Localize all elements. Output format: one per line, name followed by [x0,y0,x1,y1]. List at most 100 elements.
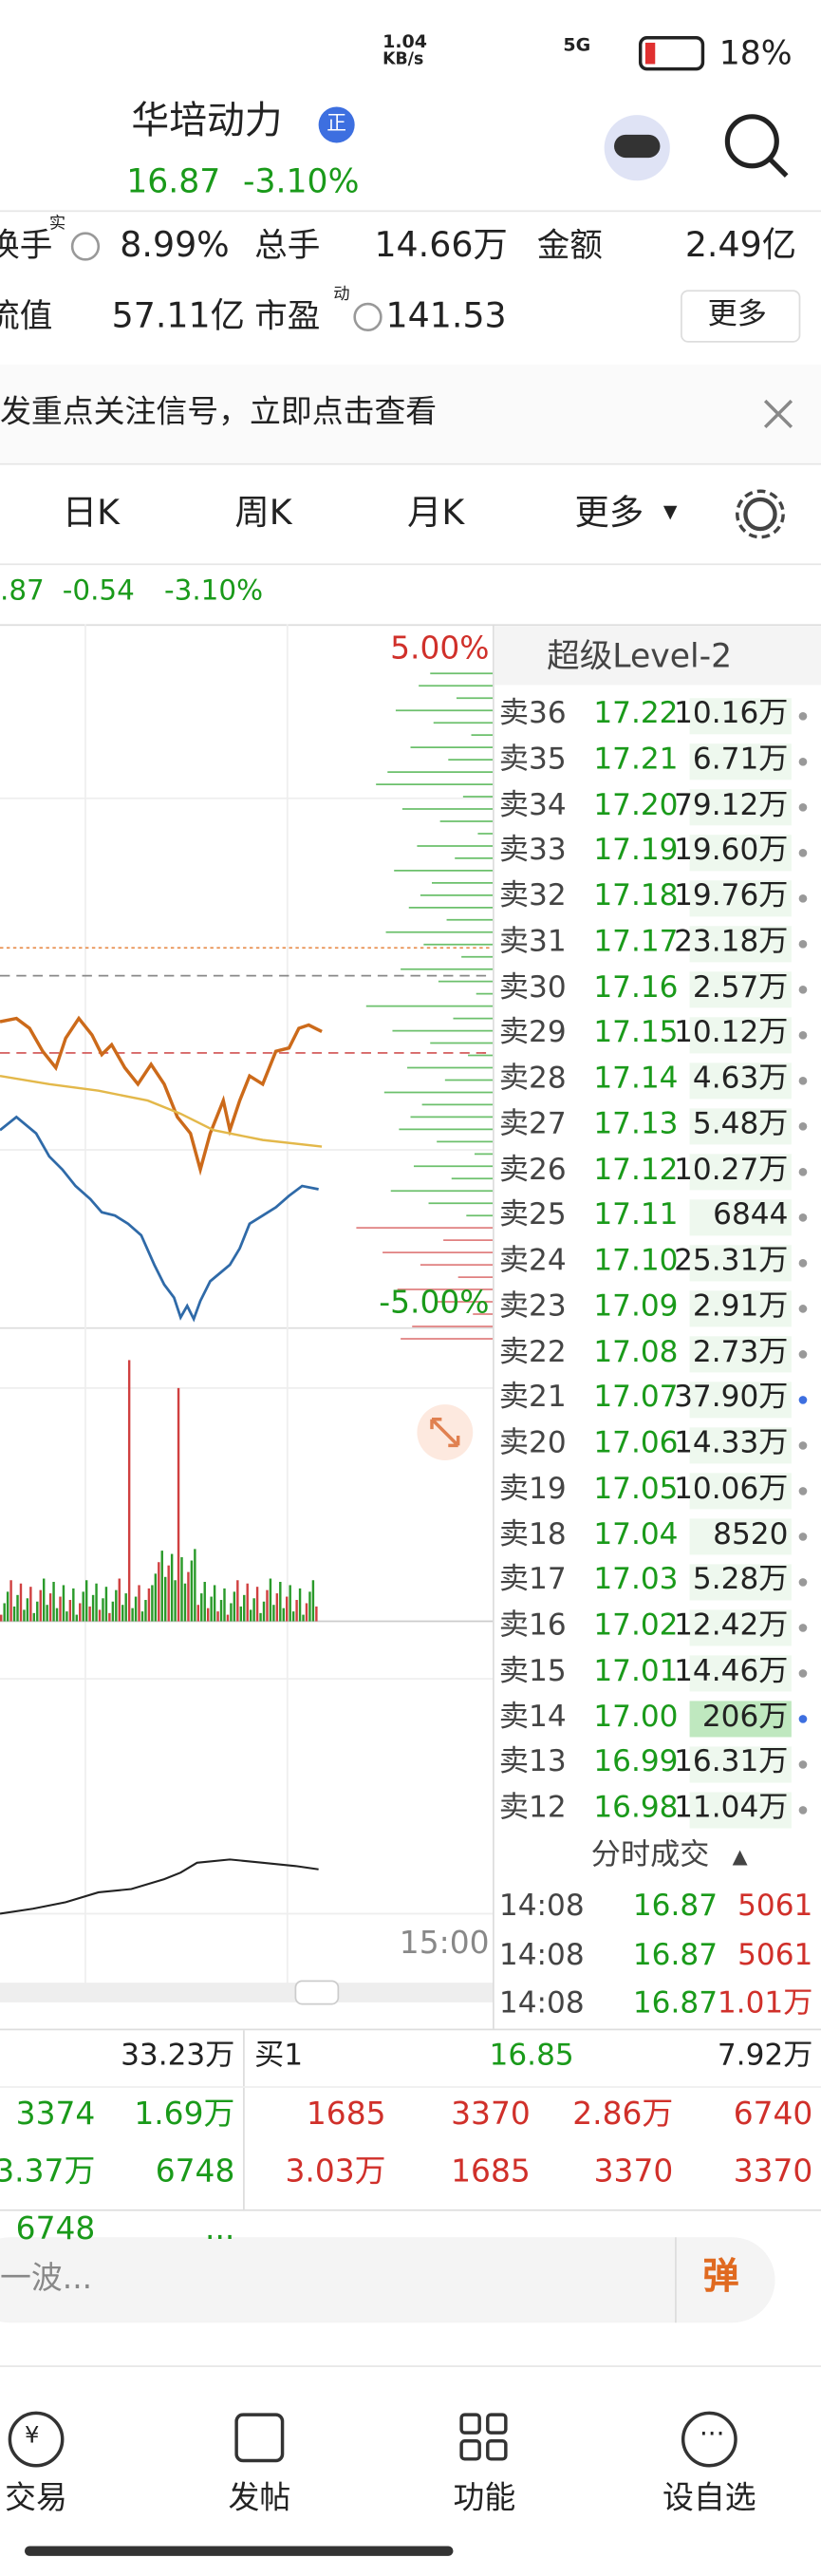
banner-bg[interactable] [0,365,821,463]
volume-bar [48,1593,52,1622]
banner-text[interactable]: 发重点关注信号，立即点击查看 [0,394,438,431]
volume-bg [689,1017,792,1054]
ask-price: 17.05 [593,1471,679,1506]
nav-label[interactable]: 交易 [5,2480,67,2517]
scroll-handle[interactable] [294,1980,340,2005]
level2-title[interactable]: 超级Level-2 [547,635,733,676]
scrollbar[interactable] [0,1983,493,2003]
volume-bar [230,1603,233,1622]
ask-label: 卖35 [498,742,567,777]
volume-bars [0,1360,318,1622]
danmu-button[interactable]: 弹 [702,2257,739,2299]
volume-bar [158,1562,160,1622]
dots-glyph: ··· [699,2417,725,2450]
trade-time: 14:08 [498,1889,585,1924]
stat-value: 141.53 [385,295,507,335]
volume-bg [689,743,792,780]
tab[interactable]: 日K [62,493,120,533]
tab[interactable]: 更多 [574,493,644,533]
row-dot [798,1259,808,1268]
volume-bar [282,1608,285,1622]
book-cell: 3370 [593,2153,674,2191]
search-handle [768,157,789,178]
volume-bar [52,1581,55,1622]
nav-label[interactable]: 发帖 [228,2480,291,2517]
settings-icon[interactable] [743,497,777,532]
row-dot [798,1760,808,1769]
trade-price: 16.87 [632,1937,718,1972]
row-dot [798,848,808,857]
volume-bar [151,1585,154,1622]
ask-price: 17.19 [593,833,679,868]
volume-bar [249,1609,252,1622]
divider [0,462,821,465]
volume-bar [134,1596,138,1622]
search-icon[interactable] [724,114,779,169]
close-icon[interactable] [763,399,793,429]
ask-label: 卖33 [498,833,567,868]
input-placeholder[interactable]: 一波... [0,2260,93,2297]
upper-label: 5.00% [390,630,490,668]
stat-label: 金额 [536,225,603,265]
volume-bar [0,1614,3,1622]
trade-price: 16.87 [632,1889,718,1924]
trade-icon[interactable] [8,2411,65,2468]
row-dot [798,893,808,903]
watchlist-icon[interactable] [681,2411,737,2468]
row-dot [798,1031,808,1040]
volume-bar [29,1587,32,1622]
volume-bar [266,1589,269,1622]
trades-title[interactable]: 分时成交 [590,1837,710,1873]
volume-bg [689,880,792,917]
quote: -3.10% [164,574,264,609]
buy-price: 16.85 [489,2038,574,2074]
ask-price: 17.12 [593,1152,679,1187]
ask-price: 17.15 [593,1015,679,1050]
volume-bg [689,971,792,1008]
change: -3.10% [243,160,360,201]
row-dot [798,1305,808,1313]
nav-label[interactable]: 设自选 [662,2480,756,2517]
battery-level [644,42,656,65]
volume-bar [180,1557,183,1622]
volume-bar [91,1594,95,1622]
volume-bar [233,1591,236,1622]
volume-bar [111,1601,115,1622]
more-button[interactable] [681,290,801,343]
book-cell: 3370 [733,2153,813,2191]
row-dot [798,1077,808,1085]
net-unit: KB/s [383,50,424,69]
volume-bg [689,1290,792,1327]
input-box[interactable] [0,2237,775,2323]
volume-bar [55,1608,59,1622]
ask-price: 17.08 [593,1334,679,1369]
volume-bar [275,1593,279,1622]
book-cell: ... [205,2210,235,2247]
post-icon[interactable] [234,2413,285,2463]
volume-bar [39,1589,42,1622]
row-dot [798,1213,808,1222]
volume-bar [305,1603,308,1622]
ask-volume: 10.27万 [674,1152,789,1187]
book-cell: 3374 [15,2096,96,2133]
tab[interactable]: 周K [234,493,292,533]
volume-bar [6,1591,9,1622]
volume-bar [286,1596,289,1622]
ask-price: 17.09 [593,1288,679,1324]
more-button-label[interactable]: 更多 [707,297,767,332]
tab[interactable]: 月K [407,493,465,533]
volume-bar [213,1585,216,1622]
row-dot [798,1624,808,1632]
ask-label: 卖26 [498,1152,567,1187]
function-icon[interactable] [459,2413,508,2461]
volume-bar [68,1600,72,1622]
volume-bar [170,1553,174,1622]
book-cell: 3.37万 [0,2153,96,2191]
ask-volume: 6.71万 [692,742,789,777]
ask-label: 卖13 [498,1744,567,1780]
volume-bar [16,1594,19,1622]
nav-label[interactable]: 功能 [453,2480,516,2517]
trade-time: 14:08 [498,1985,585,2021]
volume-bar [32,1612,36,1622]
